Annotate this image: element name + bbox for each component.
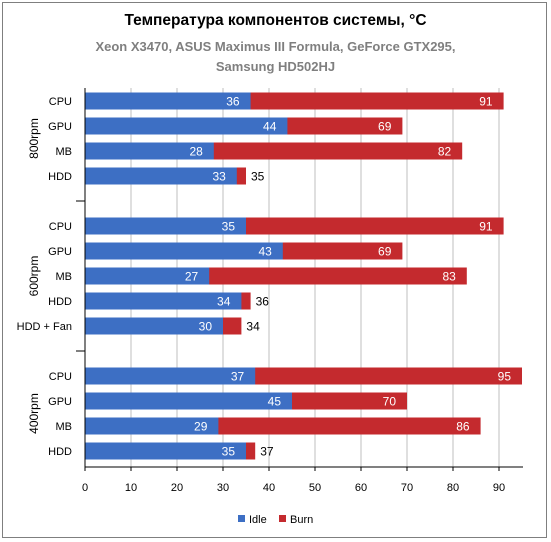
data-label-burn: 69: [378, 245, 392, 259]
category-label: HDD: [48, 296, 72, 308]
data-label-idle: 27: [185, 270, 199, 284]
x-tick-label: 20: [171, 482, 183, 494]
bar-idle: [85, 117, 288, 135]
data-label-burn: 36: [256, 295, 270, 309]
x-tick-label: 80: [447, 482, 459, 494]
category-label: HDD + Fan: [17, 321, 72, 333]
data-label-idle: 35: [222, 445, 236, 459]
group-label: 800rpm: [27, 118, 41, 159]
bar-idle: [85, 167, 237, 185]
bar-idle: [85, 267, 210, 285]
legend-swatch-idle: [238, 515, 245, 522]
category-label: HDD: [48, 171, 72, 183]
data-label-burn: 82: [438, 145, 452, 159]
chart-subtitle: Xeon X3470, ASUS Maximus III Formula, Ge…: [0, 37, 551, 77]
data-label-idle: 35: [222, 220, 236, 234]
subtitle-line-1: Xeon X3470, ASUS Maximus III Formula, Ge…: [95, 39, 456, 54]
data-label-burn: 34: [246, 320, 260, 334]
data-label-burn: 70: [383, 395, 397, 409]
data-label-idle: 37: [231, 370, 245, 384]
bar-idle: [85, 417, 219, 435]
category-label: MB: [56, 146, 73, 158]
data-label-burn: 35: [251, 170, 265, 184]
category-label: CPU: [49, 221, 72, 233]
data-label-idle: 28: [189, 145, 203, 159]
bar-idle: [85, 242, 283, 260]
data-label-burn: 95: [498, 370, 512, 384]
category-label: MB: [56, 271, 73, 283]
x-tick-label: 30: [217, 482, 229, 494]
data-label-idle: 34: [217, 295, 231, 309]
data-label-burn: 86: [456, 420, 470, 434]
chart-title: Температура компонентов системы, °C: [124, 12, 427, 29]
group-label: 600rpm: [27, 256, 41, 297]
category-label: GPU: [48, 246, 72, 258]
data-label-burn: 37: [260, 445, 274, 459]
x-tick-label: 10: [125, 482, 137, 494]
bar-idle: [85, 392, 292, 410]
data-label-idle: 36: [226, 95, 240, 109]
legend-label-burn: Burn: [290, 514, 313, 526]
x-tick-label: 60: [355, 482, 367, 494]
category-label: CPU: [49, 371, 72, 383]
category-label: HDD: [48, 446, 72, 458]
data-label-idle: 29: [194, 420, 208, 434]
x-tick-label: 90: [493, 482, 505, 494]
data-label-idle: 45: [268, 395, 282, 409]
data-label-idle: 43: [258, 245, 272, 259]
data-label-idle: 44: [263, 120, 277, 134]
category-label: GPU: [48, 121, 72, 133]
bar-idle: [85, 367, 256, 385]
bar-idle: [85, 142, 214, 160]
bar-idle: [85, 92, 251, 110]
data-label-burn: 83: [442, 270, 456, 284]
subtitle-line-2: Samsung HD502HJ: [215, 59, 336, 74]
legend-swatch-burn: [279, 515, 286, 522]
x-tick-label: 70: [401, 482, 413, 494]
bar-idle: [85, 292, 242, 310]
x-tick-label: 0: [82, 482, 88, 494]
bar-idle: [85, 442, 246, 460]
x-tick-label: 50: [309, 482, 321, 494]
data-label-idle: 30: [199, 320, 213, 334]
x-tick-label: 40: [263, 482, 275, 494]
data-label-idle: 33: [212, 170, 226, 184]
category-label: CPU: [49, 96, 72, 108]
data-label-burn: 91: [479, 95, 493, 109]
group-label: 400rpm: [27, 393, 41, 434]
data-label-burn: 91: [479, 220, 493, 234]
data-label-burn: 69: [378, 120, 392, 134]
category-label: GPU: [48, 396, 72, 408]
category-label: MB: [56, 421, 73, 433]
legend-label-idle: Idle: [249, 514, 267, 526]
bar-idle: [85, 217, 246, 235]
bar-idle: [85, 317, 223, 335]
